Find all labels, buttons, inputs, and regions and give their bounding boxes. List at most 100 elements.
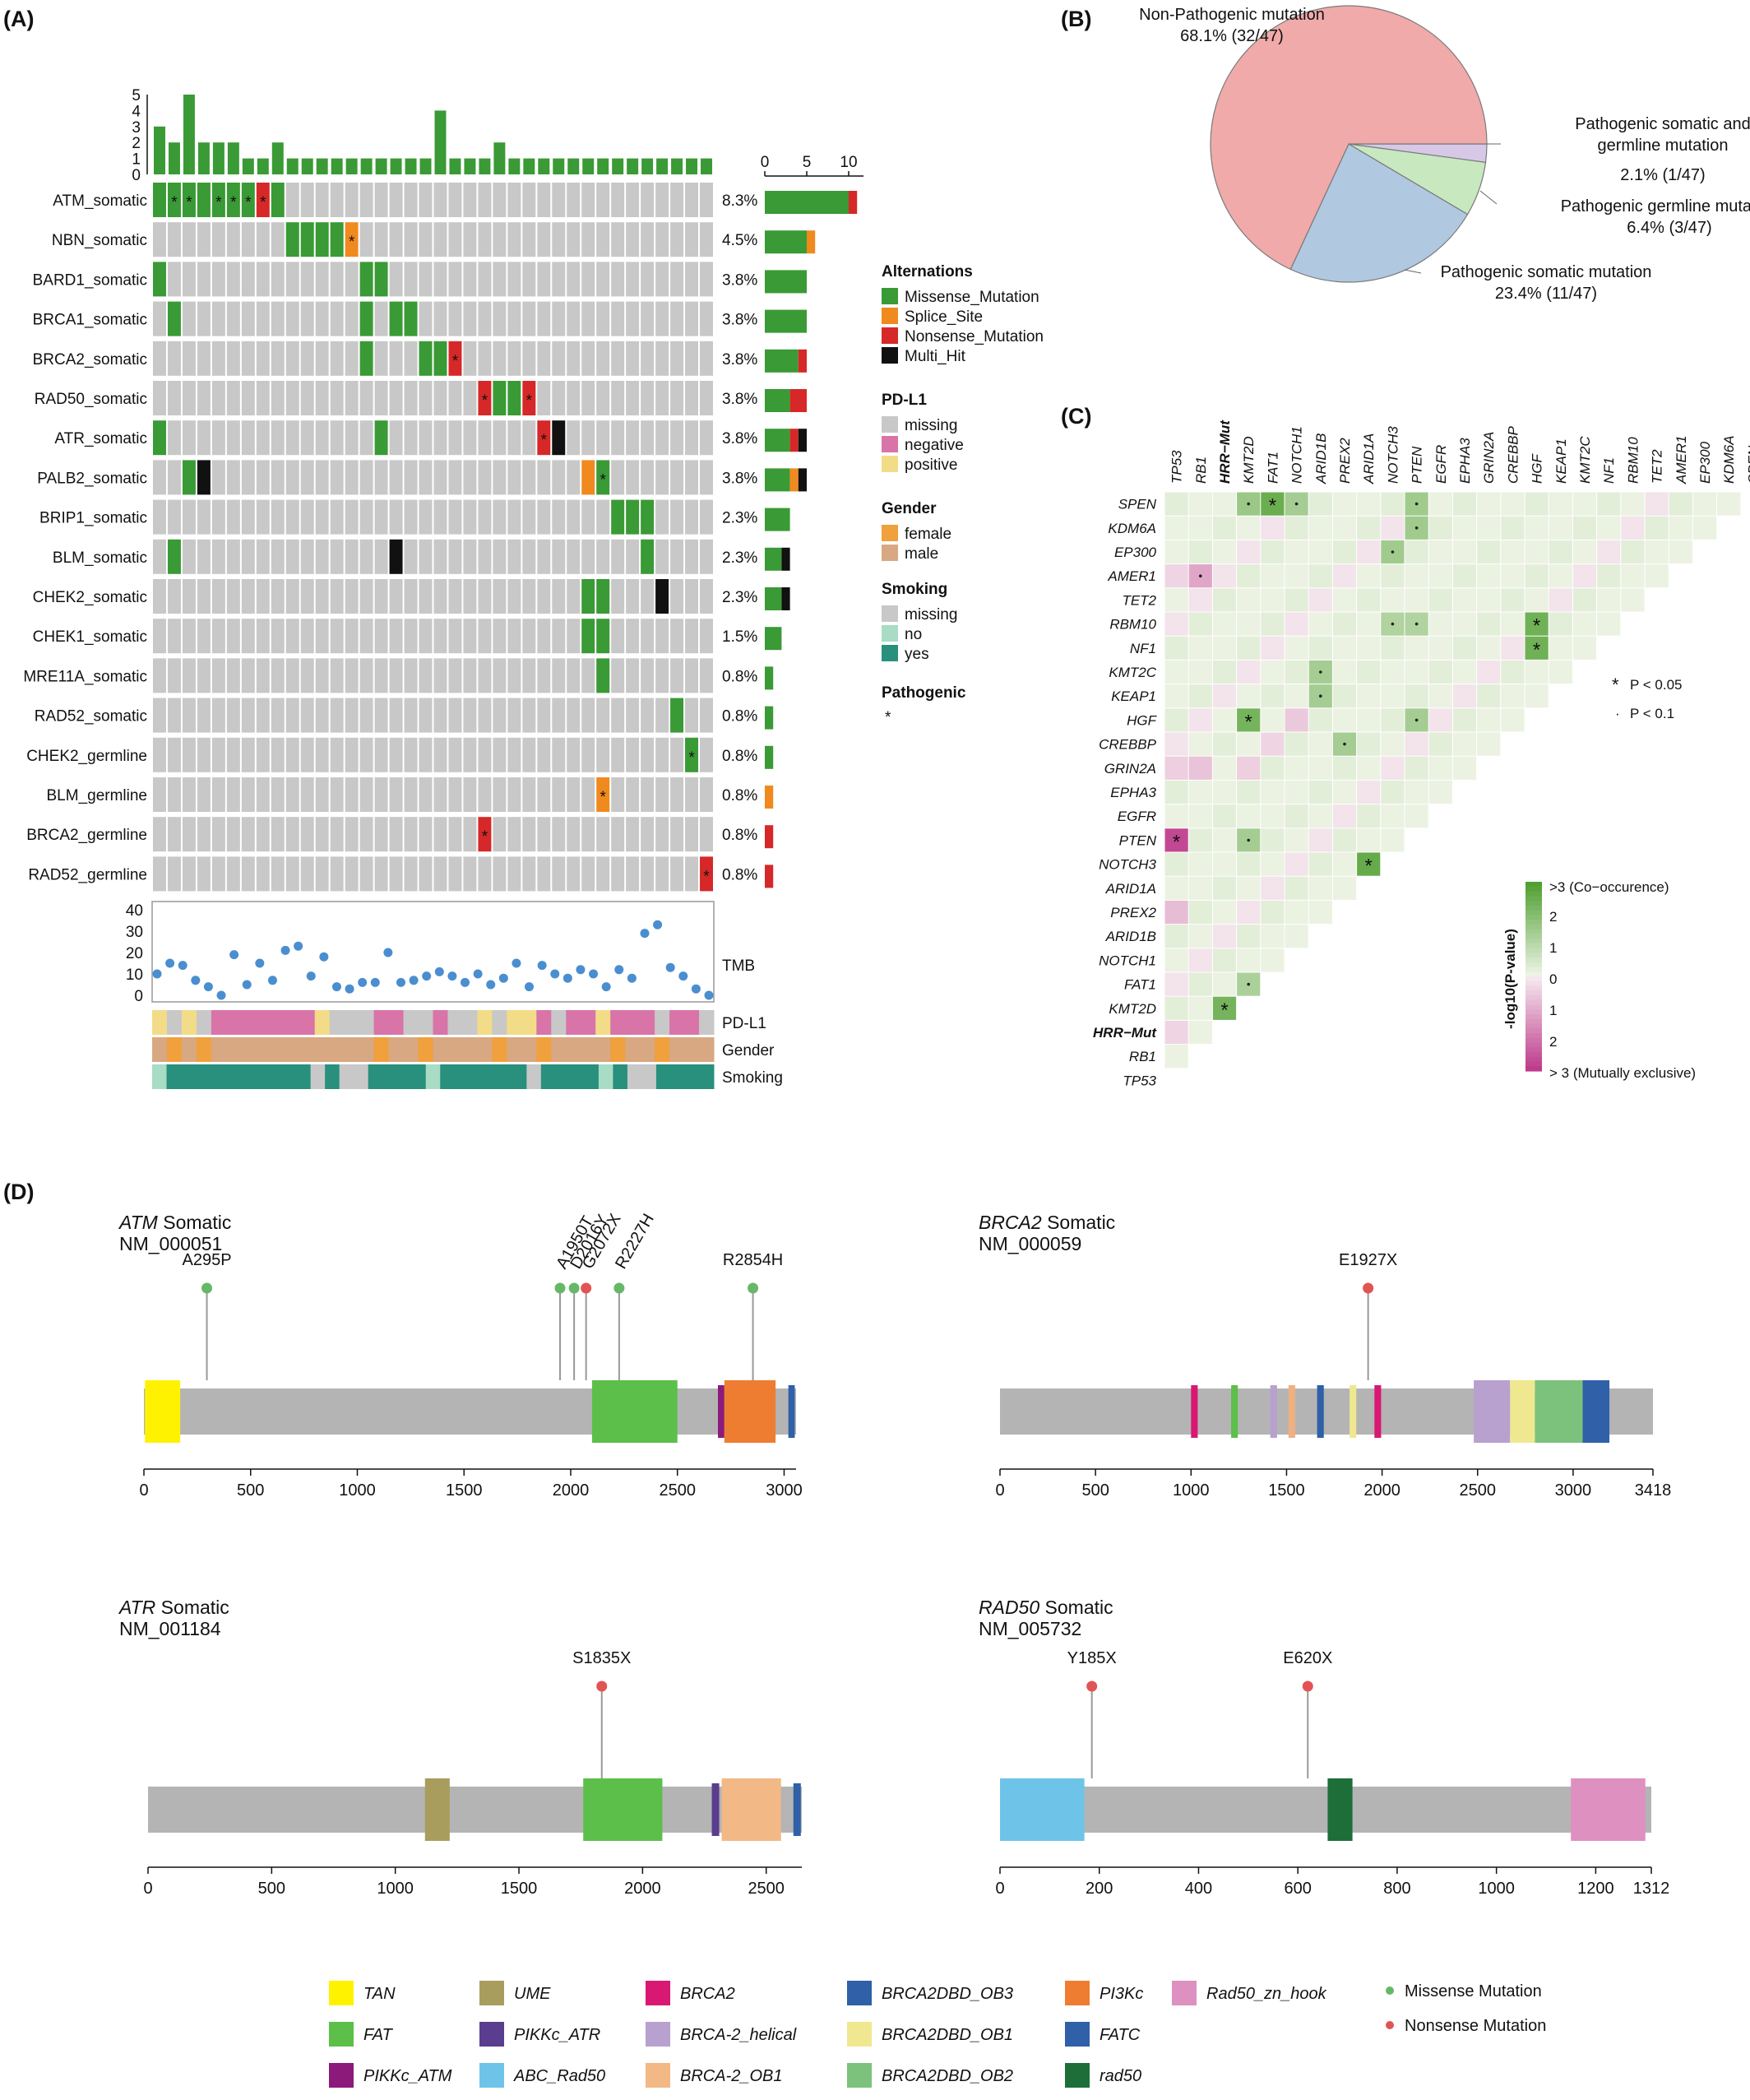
empty-cell [359, 579, 373, 614]
empty-cell [700, 777, 713, 812]
lollipop-tick-label: 600 [1285, 1880, 1312, 1898]
empty-cell [433, 777, 447, 812]
empty-cell [197, 341, 211, 376]
empty-cell [596, 817, 610, 852]
empty-cell [345, 460, 359, 495]
empty-cell [478, 301, 492, 336]
gene-percent: 0.8% [722, 708, 757, 725]
empty-cell [493, 619, 507, 654]
gene-row-label: BLM_germline [47, 787, 148, 804]
track-label: PD-L1 [722, 1015, 766, 1032]
heatmap-cell [1428, 660, 1452, 684]
heatmap-cell [1308, 612, 1332, 636]
heatmap-col-label: NF1 [1601, 457, 1617, 484]
empty-cell [419, 777, 433, 812]
empty-cell [271, 777, 285, 812]
heatmap-cell [1164, 780, 1188, 804]
empty-cell [285, 420, 299, 456]
empty-cell [581, 341, 595, 376]
top-bar [197, 142, 210, 174]
heatmap-cell [1477, 612, 1501, 636]
heatmap-cell [1285, 588, 1308, 612]
empty-cell [685, 381, 699, 415]
colorbar-step [1525, 1004, 1542, 1010]
heatmap-cell [1212, 636, 1237, 660]
empty-cell [463, 420, 477, 456]
empty-cell [300, 619, 314, 654]
empty-cell [522, 222, 536, 257]
domain-legend-swatch [646, 1981, 670, 2005]
tmb-point [409, 976, 419, 985]
heatmap-cell [1452, 708, 1477, 732]
annotation-cell [299, 1037, 316, 1062]
empty-cell [626, 262, 640, 297]
protein-domain [583, 1778, 663, 1841]
tmb-point [152, 969, 162, 979]
tmb-point [370, 977, 380, 987]
empty-cell [226, 262, 240, 297]
annotation-cell [595, 1010, 611, 1035]
protein-domain [1288, 1385, 1295, 1438]
empty-cell [271, 658, 285, 693]
gene-percent: 8.3% [722, 192, 757, 210]
empty-cell [507, 579, 521, 614]
heatmap-cell [1285, 708, 1308, 732]
protein-domain [788, 1385, 795, 1438]
top-bar [183, 95, 195, 174]
mutation-cell [670, 698, 684, 733]
empty-cell [330, 658, 344, 693]
empty-cell [552, 737, 566, 772]
annotation-cell [314, 1010, 331, 1035]
mutation-cell [285, 222, 299, 257]
heatmap-col-label: NOTCH3 [1385, 426, 1400, 484]
heatmap-cell [1477, 684, 1501, 708]
empty-cell [256, 777, 270, 812]
empty-cell [685, 222, 699, 257]
empty-cell [655, 499, 669, 535]
empty-cell [700, 499, 713, 535]
heatmap-cell [1188, 925, 1212, 948]
empty-cell [507, 817, 521, 852]
heatmap-cell [1308, 564, 1332, 588]
heatmap-cell [1428, 492, 1452, 516]
empty-cell [670, 460, 684, 495]
gene-count-bar [765, 587, 782, 610]
annotation-cell [210, 1064, 225, 1089]
empty-cell [226, 460, 240, 495]
empty-cell [256, 222, 270, 257]
heatmap-row-label: KDM6A [1108, 521, 1156, 536]
annotation-cell [240, 1010, 257, 1035]
empty-cell [271, 817, 285, 852]
heatmap-cell [1501, 516, 1525, 540]
annotation-cell [462, 1010, 478, 1035]
heatmap-cell [1452, 660, 1477, 684]
heatmap-cell [1357, 708, 1381, 732]
empty-cell [211, 579, 225, 614]
protein-domain [724, 1380, 776, 1443]
heatmap-col-label: EGFR [1433, 445, 1449, 484]
tmb-point [267, 976, 277, 985]
empty-cell [522, 183, 536, 217]
annotation-cell [551, 1010, 567, 1035]
top-bar [686, 158, 698, 174]
heatmap-row-label: TET2 [1122, 592, 1156, 608]
tmb-point [434, 967, 444, 976]
tmb-tick: 30 [126, 924, 143, 941]
gene-row-label: RAD50_somatic [35, 391, 147, 408]
domain-legend-swatch [479, 2063, 504, 2088]
annotation-cell [285, 1037, 301, 1062]
nonsense-point [1086, 1680, 1098, 1692]
heatmap-row-label: CREBBP [1099, 737, 1157, 753]
empty-cell [419, 856, 433, 892]
annotation-cell [627, 1064, 642, 1089]
empty-cell [167, 579, 181, 614]
heatmap-cell [1164, 612, 1188, 636]
heatmap-cell [1405, 660, 1428, 684]
empty-cell [404, 579, 418, 614]
empty-cell [655, 698, 669, 733]
empty-cell [271, 341, 285, 376]
colorbar-step [1525, 886, 1542, 892]
heatmap-cell [1237, 876, 1261, 900]
empty-cell [507, 341, 521, 376]
lollipop-tick-label: 2000 [1363, 1481, 1400, 1500]
